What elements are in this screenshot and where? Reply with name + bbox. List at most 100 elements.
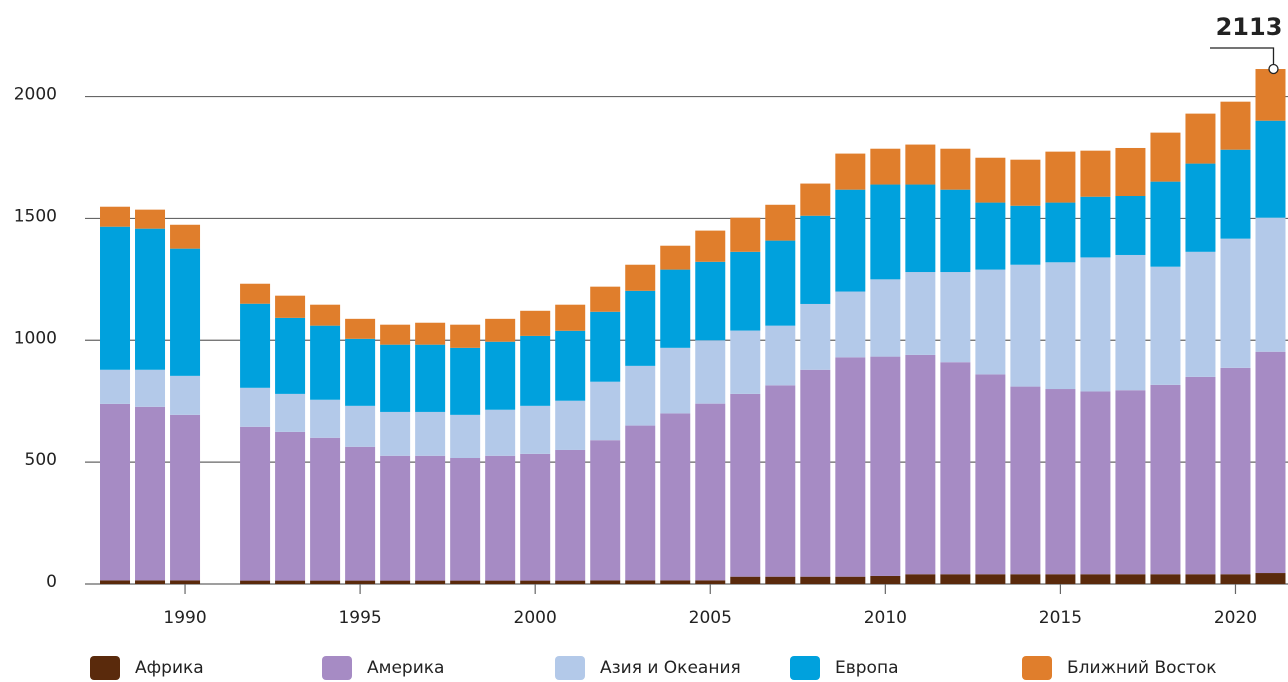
bar-segment [1115,390,1145,574]
bar-segment [1115,148,1145,196]
bar-segment [1255,573,1285,584]
bar-segment [625,426,655,581]
bar-segment [940,574,970,584]
bar-segment [730,218,760,252]
bar-segment [310,305,340,326]
legend-swatch [555,656,585,680]
bar-segment [1010,265,1040,387]
annotation-label: 2113 [1216,13,1283,41]
bar-segment [275,394,305,432]
bar-segment [520,311,550,336]
bar-segment [555,581,585,584]
bar-segment [835,577,865,584]
legend-swatch [790,656,820,680]
bar-segment [1045,262,1075,389]
bar-segment [590,580,620,584]
bar-segment [695,262,725,340]
y-tick-label: 500 [25,450,57,470]
bar-segment [835,357,865,576]
bar-segment [450,415,480,458]
bar-segment [345,581,375,584]
x-tick-label: 1995 [338,608,381,628]
bar-segment [450,325,480,348]
bar-segment [415,323,445,345]
bar-segment [345,319,375,339]
bar-segment [800,577,830,584]
bar-segment [1150,182,1180,267]
bar-segment [415,412,445,456]
bar-segment [275,581,305,584]
bar-segment [1115,255,1145,390]
bar-segment [240,388,270,427]
bar-segment [1115,574,1145,584]
bar-segment [135,210,165,229]
bar-segment [800,184,830,216]
bar-segment [625,291,655,366]
bar-segment [765,577,795,584]
bar-segment [975,203,1005,270]
bar-segment [520,336,550,406]
bar-segment [730,577,760,584]
bar-segment [1080,391,1110,574]
bar-segment [450,458,480,581]
bar-segment [835,190,865,292]
bar-segment [905,574,935,584]
bar-segment [730,331,760,394]
bar-segment [1150,133,1180,182]
bar-segment [1080,574,1110,584]
bar-segment [520,406,550,454]
bar-segment [870,149,900,185]
bar-segment [345,406,375,447]
bar-segment [1220,368,1250,574]
bar-segment [625,580,655,584]
bar-segment [765,385,795,576]
bar-segment [345,447,375,581]
annotation-dot [1269,65,1278,74]
bar-segment [625,366,655,426]
y-tick-label: 2000 [14,85,57,105]
bar-segment [765,241,795,326]
bar-segment [100,207,130,227]
bar-segment [625,265,655,291]
bar-segment [135,580,165,584]
bar-segment [1185,377,1215,574]
bar-segment [695,340,725,403]
legend-label: Африка [135,658,204,678]
bar-segment [485,456,515,581]
bar-segment [555,331,585,401]
bar-segment [1080,257,1110,391]
bar-segment [940,149,970,190]
bar-segment [905,355,935,574]
bar-segment [660,580,690,584]
bar-segment [800,370,830,577]
bar-segment [870,279,900,356]
bar-segment [1080,197,1110,258]
bar-segment [240,427,270,581]
bar-segment [135,370,165,407]
x-tick-label: 2005 [689,608,732,628]
y-tick-label: 1500 [14,206,57,226]
bar-segment [1220,150,1250,239]
bar-segment [940,362,970,574]
bar-segment [170,415,200,580]
bar-segment [695,231,725,262]
legend-label: Азия и Океания [600,658,741,678]
bar-segment [765,326,795,386]
legend-swatch [322,656,352,680]
bar-segment [380,456,410,581]
bar-segment [695,404,725,581]
bar-segment [1185,574,1215,584]
bar-segment [450,581,480,584]
bar-segment [555,305,585,331]
bar-segment [1010,206,1040,265]
bar-segment [975,574,1005,584]
bar-segment [660,246,690,270]
bar-segment [590,312,620,382]
bar-segment [310,581,340,584]
bar-segment [380,412,410,456]
bar-segment [450,348,480,415]
bar-segment [1115,196,1145,255]
bar-segment [485,342,515,410]
bar-segment [730,252,760,331]
bar-segment [660,270,690,348]
